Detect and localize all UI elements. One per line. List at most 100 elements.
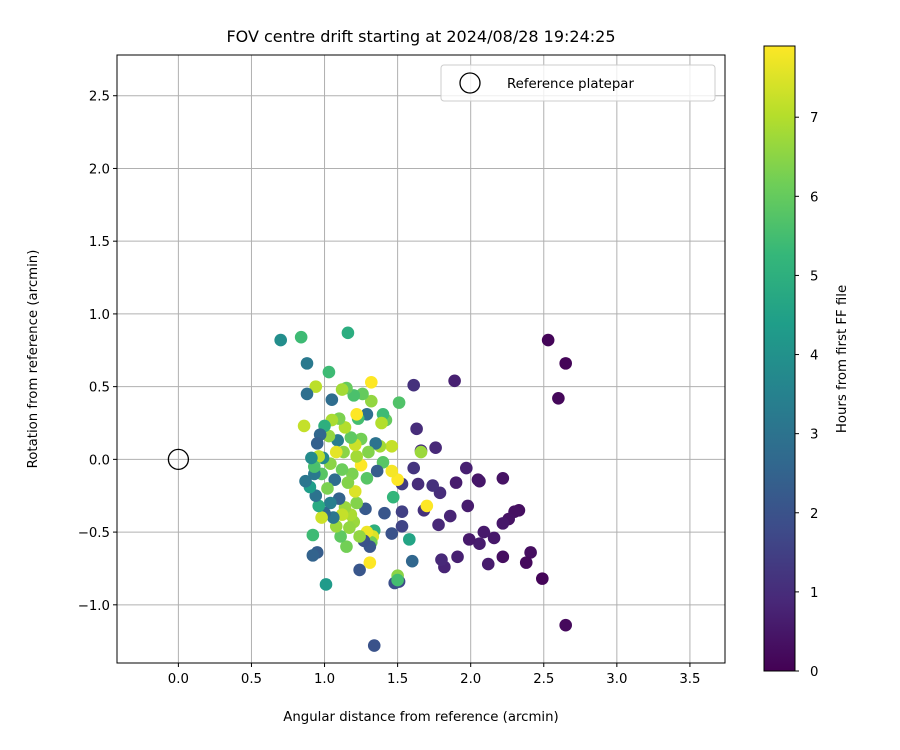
data-point <box>334 530 347 543</box>
data-point <box>335 463 349 476</box>
x-tick-label: 1.0 <box>314 672 335 687</box>
data-point <box>319 578 333 591</box>
data-point <box>312 499 325 513</box>
axis-ticks: 0.0 0.5 1.0 1.5 2.0 2.5 3.0 3.5 −1.0 −0.5 0.0 0.5 1.… <box>78 90 701 687</box>
data-point <box>420 499 434 513</box>
data-point <box>340 540 353 553</box>
data-point <box>414 445 428 459</box>
data-point <box>360 471 374 485</box>
x-tick-label: 0.5 <box>241 672 262 687</box>
data-point <box>410 422 423 436</box>
data-point <box>411 477 425 491</box>
data-point <box>365 394 378 408</box>
x-tick-label: 0.0 <box>168 672 189 687</box>
data-point <box>321 482 334 495</box>
x-tick-label: 3.0 <box>606 672 627 687</box>
data-point <box>496 471 510 485</box>
data-point <box>375 416 388 430</box>
data-point <box>559 618 572 632</box>
data-point <box>559 357 572 370</box>
data-point <box>367 639 381 652</box>
y-tick-label: 0.5 <box>89 381 110 396</box>
data-point <box>350 407 363 421</box>
data-point <box>477 525 491 539</box>
grid <box>117 55 725 663</box>
y-tick-label: 1.0 <box>89 308 110 323</box>
legend-label-reference: Reference platepar <box>507 77 634 92</box>
data-point <box>386 490 400 504</box>
data-point <box>541 333 555 347</box>
reference-platepar-marker <box>167 448 190 471</box>
data-point <box>407 461 420 475</box>
colorbar-tick-label: 3 <box>810 428 818 443</box>
data-point <box>487 531 501 545</box>
data-point <box>552 391 565 405</box>
colorbar-tick-label: 5 <box>810 269 818 284</box>
data-point <box>432 518 445 532</box>
data-point <box>322 365 336 379</box>
data-point <box>461 499 475 513</box>
y-tick-label: 2.0 <box>89 162 110 177</box>
data-point <box>306 528 320 542</box>
data-point <box>348 485 362 498</box>
data-point <box>473 474 486 488</box>
data-point <box>443 509 457 523</box>
colorbar-label: Hours from first FF file <box>835 285 850 433</box>
x-tick-label: 2.5 <box>533 672 554 687</box>
data-point <box>481 557 495 571</box>
data-point <box>365 375 378 389</box>
data-point <box>341 326 355 340</box>
y-tick-label: −1.0 <box>78 599 110 614</box>
colorbar-tick-label: 6 <box>810 190 818 205</box>
x-axis-label: Angular distance from reference (arcmin) <box>283 710 558 725</box>
data-point <box>385 527 399 540</box>
colorbar-ticks: 0 1 2 3 4 5 6 7 <box>795 111 818 680</box>
data-point <box>462 533 476 546</box>
data-point <box>435 553 448 567</box>
data-point <box>363 556 377 569</box>
data-point <box>300 357 314 370</box>
data-point <box>385 439 399 453</box>
data-point <box>385 464 399 478</box>
data-point <box>329 445 343 459</box>
data-point <box>350 496 363 510</box>
data-point <box>344 431 358 444</box>
data-point <box>309 380 323 393</box>
data-point <box>299 474 312 488</box>
data-point <box>391 573 404 587</box>
legend-marker-reference <box>459 72 481 94</box>
colorbar-scale <box>763 45 796 672</box>
y-tick-label: 2.5 <box>89 90 110 105</box>
data-point <box>378 506 391 520</box>
data-point <box>536 572 549 585</box>
x-tick-label: 3.5 <box>679 672 700 687</box>
data-point <box>451 550 464 564</box>
data-point <box>496 550 510 564</box>
data-point <box>353 563 366 577</box>
colorbar-tick-label: 0 <box>810 665 818 680</box>
data-point <box>306 549 320 562</box>
y-tick-label: 1.5 <box>89 235 110 250</box>
data-point <box>407 378 420 392</box>
data-point <box>405 554 419 568</box>
data-point <box>341 476 355 489</box>
data-point <box>403 533 416 546</box>
legend: Reference platepar <box>440 64 716 102</box>
x-tick-label: 2.0 <box>460 672 481 687</box>
plot-frame <box>116 54 726 664</box>
data-point <box>310 437 324 450</box>
chart-title: FOV centre drift starting at 2024/08/28 … <box>226 27 615 46</box>
data-point <box>524 546 537 559</box>
colorbar-tick-label: 1 <box>810 586 818 601</box>
legend-box <box>440 64 716 102</box>
data-point <box>353 530 366 543</box>
y-axis-label: Rotation from reference (arcmin) <box>26 250 41 469</box>
data-point <box>392 396 406 409</box>
data-point <box>473 537 486 551</box>
colorbar-tick-label: 2 <box>810 507 818 522</box>
data-point <box>519 556 533 569</box>
data-point <box>395 505 409 519</box>
data-point <box>343 521 356 535</box>
y-tick-label: 0.0 <box>89 453 110 468</box>
